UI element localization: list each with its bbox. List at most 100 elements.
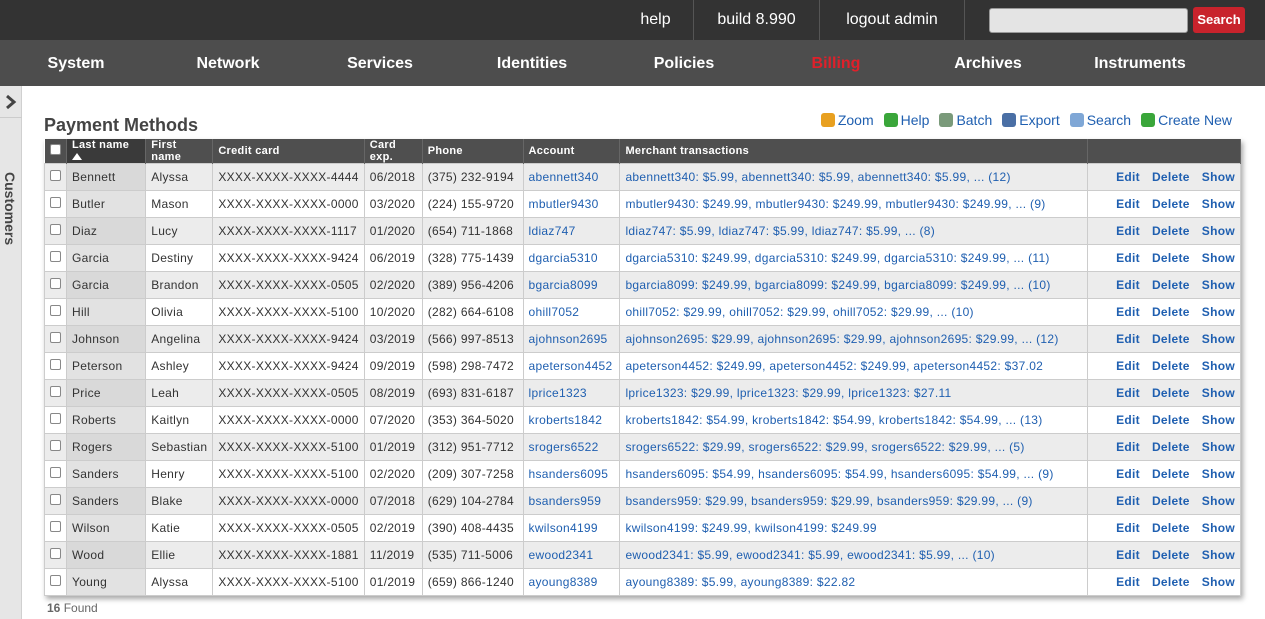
row-action[interactable]: Delete [1151, 494, 1190, 508]
toolbar-link[interactable]: Export [1002, 112, 1060, 128]
column-header[interactable]: Phone [422, 139, 524, 164]
row-action[interactable]: Edit [1116, 494, 1140, 508]
row-action[interactable]: Delete [1151, 278, 1190, 292]
checkbox[interactable] [50, 575, 61, 586]
column-header[interactable]: First name [145, 139, 214, 164]
transactions-link[interactable]: apeterson4452: $249.99, apeterson4452: $… [625, 359, 1044, 373]
nav-item[interactable]: Billing [811, 55, 861, 72]
account-link[interactable]: bgarcia8099 [528, 278, 598, 292]
toolbar-link[interactable]: Batch [939, 112, 992, 128]
transactions-link[interactable]: srogers6522: $29.99, srogers6522: $29.99… [625, 440, 1025, 454]
transactions-link[interactable]: kwilson4199: $249.99, kwilson4199: $249.… [625, 521, 877, 535]
account-link[interactable]: kwilson4199 [528, 521, 598, 535]
row-action[interactable]: Delete [1151, 575, 1190, 589]
row-action[interactable]: Edit [1116, 413, 1140, 427]
top-link[interactable]: help [618, 0, 694, 40]
account-link[interactable]: ohill7052 [528, 305, 580, 319]
row-action[interactable]: Show [1201, 494, 1235, 508]
transactions-link[interactable]: ohill7052: $29.99, ohill7052: $29.99, oh… [625, 305, 974, 319]
nav-item[interactable]: System [47, 55, 105, 72]
row-action[interactable]: Edit [1116, 332, 1140, 346]
row-action[interactable]: Show [1201, 224, 1235, 238]
nav-item[interactable]: Archives [954, 55, 1022, 72]
transactions-link[interactable]: abennett340: $5.99, abennett340: $5.99, … [625, 170, 1011, 184]
transactions-link[interactable]: dgarcia5310: $249.99, dgarcia5310: $249.… [625, 251, 1050, 265]
row-action[interactable]: Delete [1151, 359, 1190, 373]
toolbar-link[interactable]: Help [883, 112, 929, 128]
row-action[interactable]: Show [1201, 359, 1235, 373]
toolbar-link[interactable]: Search [1069, 112, 1131, 128]
row-action[interactable]: Edit [1116, 521, 1140, 535]
sidebar-label[interactable]: Customers [2, 172, 18, 246]
checkbox[interactable] [50, 224, 61, 235]
row-action[interactable]: Edit [1116, 440, 1140, 454]
account-link[interactable]: mbutler9430 [528, 197, 599, 211]
checkbox[interactable] [50, 521, 61, 532]
row-action[interactable]: Delete [1151, 197, 1190, 211]
row-action[interactable]: Delete [1151, 386, 1190, 400]
row-action[interactable]: Delete [1151, 413, 1190, 427]
transactions-link[interactable]: bgarcia8099: $249.99, bgarcia8099: $249.… [625, 278, 1051, 292]
row-action[interactable]: Edit [1116, 305, 1140, 319]
account-link[interactable]: ayoung8389 [528, 575, 598, 589]
row-action[interactable]: Delete [1151, 251, 1190, 265]
row-action[interactable]: Edit [1116, 224, 1140, 238]
account-link[interactable]: bsanders959 [528, 494, 602, 508]
transactions-link[interactable]: kroberts1842: $54.99, kroberts1842: $54.… [625, 413, 1043, 427]
nav-item[interactable]: Network [196, 55, 260, 72]
row-action[interactable]: Delete [1151, 548, 1190, 562]
row-action[interactable]: Show [1201, 305, 1235, 319]
transactions-link[interactable]: ayoung8389: $5.99, ayoung8389: $22.82 [625, 575, 856, 589]
account-link[interactable]: kroberts1842 [528, 413, 603, 427]
transactions-link[interactable]: ajohnson2695: $29.99, ajohnson2695: $29.… [625, 332, 1059, 346]
account-link[interactable]: ewood2341 [528, 548, 594, 562]
search-button[interactable]: Search [1193, 7, 1245, 33]
nav-item[interactable]: Services [347, 55, 413, 72]
row-action[interactable]: Edit [1116, 278, 1140, 292]
row-action[interactable]: Show [1201, 278, 1235, 292]
account-link[interactable]: ajohnson2695 [528, 332, 608, 346]
row-action[interactable]: Edit [1116, 359, 1140, 373]
nav-item[interactable]: Policies [653, 55, 715, 72]
row-action[interactable]: Show [1201, 251, 1235, 265]
column-header[interactable]: Card exp. [364, 139, 423, 164]
top-link[interactable]: logout admin [820, 0, 965, 40]
row-action[interactable]: Show [1201, 386, 1235, 400]
checkbox[interactable] [50, 386, 61, 397]
row-action[interactable]: Delete [1151, 224, 1190, 238]
row-action[interactable]: Edit [1116, 197, 1140, 211]
row-action[interactable]: Edit [1116, 575, 1140, 589]
column-header[interactable]: Credit card [212, 139, 365, 164]
account-link[interactable]: ldiaz747 [528, 224, 576, 238]
row-action[interactable]: Show [1201, 440, 1235, 454]
checkbox[interactable] [50, 413, 61, 424]
row-action[interactable]: Edit [1116, 170, 1140, 184]
row-action[interactable]: Show [1201, 575, 1235, 589]
row-action[interactable]: Delete [1151, 521, 1190, 535]
checkbox[interactable] [50, 332, 61, 343]
row-action[interactable]: Edit [1116, 467, 1140, 481]
checkbox[interactable] [50, 467, 61, 478]
column-header[interactable]: Merchant transactions [619, 139, 1089, 164]
column-header[interactable]: Account [523, 139, 621, 164]
checkbox[interactable] [50, 494, 61, 505]
row-action[interactable]: Show [1201, 332, 1235, 346]
row-action[interactable]: Show [1201, 170, 1235, 184]
search-input[interactable] [989, 8, 1188, 33]
checkbox[interactable] [50, 197, 61, 208]
row-action[interactable]: Show [1201, 197, 1235, 211]
account-link[interactable]: abennett340 [528, 170, 599, 184]
row-action[interactable]: Delete [1151, 467, 1190, 481]
checkbox[interactable] [50, 170, 61, 181]
row-action[interactable]: Show [1201, 548, 1235, 562]
row-action[interactable]: Edit [1116, 548, 1140, 562]
transactions-link[interactable]: ewood2341: $5.99, ewood2341: $5.99, ewoo… [625, 548, 995, 562]
expand-arrow[interactable] [0, 86, 22, 118]
account-link[interactable]: lprice1323 [528, 386, 587, 400]
toolbar-link[interactable]: Zoom [820, 112, 874, 128]
row-action[interactable]: Delete [1151, 170, 1190, 184]
checkbox[interactable] [49, 144, 61, 155]
checkbox[interactable] [50, 251, 61, 262]
account-link[interactable]: dgarcia5310 [528, 251, 598, 265]
account-link[interactable]: apeterson4452 [528, 359, 613, 373]
